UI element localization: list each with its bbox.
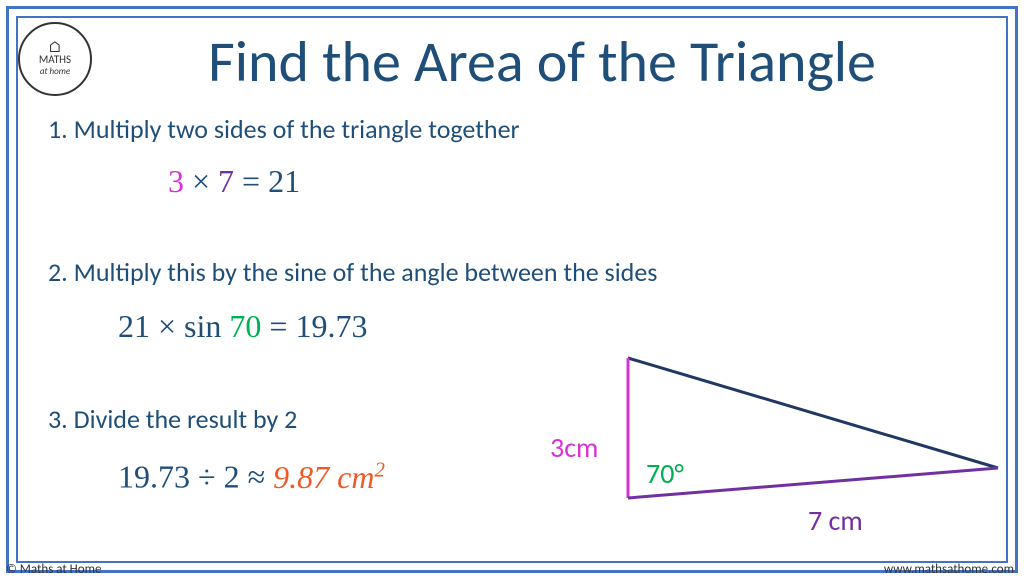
logo-badge: ⌂ MATHS at home <box>18 22 92 96</box>
triangle-svg <box>538 338 1018 548</box>
equation-3: 19.73 ÷ 2 ≈ 9.87 cm2 <box>118 458 385 496</box>
footer-url: www.mathsathome.com <box>884 562 1014 577</box>
footer-copyright: © Maths at Home <box>6 562 101 577</box>
eq3-answer: 9.87 cm2 <box>273 459 385 495</box>
eq1-result: = 21 <box>234 163 300 199</box>
logo-text-1: MATHS <box>39 54 71 66</box>
eq2-lhs: 21 × sin <box>118 308 229 344</box>
equation-1: 3 × 7 = 21 <box>168 163 300 200</box>
eq3-lhs: 19.73 ÷ 2 ≈ <box>118 459 273 495</box>
triangle-hypotenuse <box>628 358 998 468</box>
logo-text-2: at home <box>40 67 70 77</box>
eq3-answer-exponent: 2 <box>374 458 384 481</box>
step-3-text: 3. Divide the result by 2 <box>48 403 297 435</box>
eq3-answer-value: 9.87 cm <box>273 459 374 495</box>
inner-frame: ⌂ MATHS at home Find the Area of the Tri… <box>16 16 1008 563</box>
triangle-diagram: 3cm 70° 7 cm <box>538 338 1018 548</box>
step-2-text: 2. Multiply this by the sine of the angl… <box>48 256 657 288</box>
step-1-text: 1. Multiply two sides of the triangle to… <box>48 113 520 145</box>
eq1-operand-b: 7 <box>218 163 234 199</box>
label-side-b: 7 cm <box>808 503 863 538</box>
eq1-operator: × <box>184 163 218 199</box>
label-angle: 70° <box>646 456 684 491</box>
eq2-angle: 70 <box>229 308 261 344</box>
eq1-operand-a: 3 <box>168 163 184 199</box>
label-side-a: 3cm <box>550 430 598 465</box>
equation-2: 21 × sin 70 = 19.73 <box>118 308 367 345</box>
page-title: Find the Area of the Triangle <box>98 26 986 97</box>
eq2-result: = 19.73 <box>261 308 367 344</box>
